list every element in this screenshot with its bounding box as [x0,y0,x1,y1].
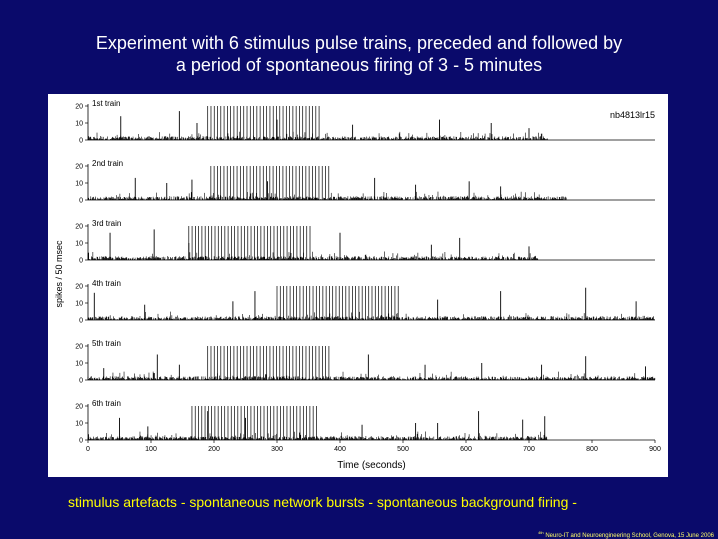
slide-title: Experiment with 6 stimulus pulse trains,… [0,32,718,76]
y-tick-label: 10 [75,181,83,188]
y-tick-label: 0 [79,258,83,265]
y-tick-label: 20 [75,224,83,231]
y-tick-label: 20 [75,104,83,111]
recording-id: nb4813lr15 [610,110,655,120]
y-tick-label: 0 [79,138,83,145]
y-tick-label: 20 [75,404,83,411]
background-firing-trace [87,371,656,380]
y-tick-label: 10 [75,121,83,128]
x-tick-label: 800 [586,446,598,453]
y-tick-label: 20 [75,164,83,171]
x-axis-label: Time (seconds) [337,460,406,471]
x-tick-label: 300 [271,446,283,453]
panel-label-2: 2nd train [92,159,123,168]
y-tick-label: 20 [75,344,83,351]
background-firing-trace [87,251,539,260]
stimulus-artefacts [188,226,311,260]
x-tick-label: 400 [334,446,346,453]
y-axis-label: spikes / 50 msec [54,240,64,308]
stimulus-artefacts [191,406,317,440]
y-tick-label: 10 [75,241,83,248]
x-tick-label: 200 [208,446,220,453]
x-tick-label: 900 [649,446,661,453]
y-tick-label: 0 [79,438,83,445]
stimulus-artefacts [210,166,330,200]
y-tick-label: 0 [79,318,83,325]
stimulus-artefacts [207,346,330,380]
footer-text: Neuro-IT and Neuroengineering School, Ge… [545,533,714,539]
stimulus-artefacts [207,106,320,140]
spike-rate-chart: 0 10 20 1st train 0 10 20 2nd train 0 10 20 3rd tra… [54,99,661,471]
background-firing-trace [87,191,567,200]
y-tick-label: 10 [75,301,83,308]
y-tick-label: 20 [75,284,83,291]
panel-label-6: 6th train [92,399,121,408]
x-tick-label: 700 [523,446,535,453]
y-tick-label: 0 [79,198,83,205]
panel-label-5: 5th train [92,339,121,348]
panel-label-4: 4th train [92,279,121,288]
y-tick-label: 0 [79,378,83,385]
x-tick-label: 100 [145,446,157,453]
raster-figure: 0 10 20 1st train 0 10 20 2nd train 0 10 20 3rd tra… [48,94,668,477]
panel-label-1: 1st train [92,99,120,108]
panel-label-3: 3rd train [92,219,121,228]
x-tick-label: 0 [86,446,90,453]
x-tick-label: 600 [460,446,472,453]
stimulus-artefacts [276,286,399,320]
footer-sup: 4th [538,530,544,535]
y-tick-label: 10 [75,361,83,368]
x-tick-label: 500 [397,446,409,453]
slide-title-line2: a period of spontaneous firing of 3 - 5 … [175,55,543,75]
slide-title-line1: Experiment with 6 stimulus pulse trains,… [95,33,623,53]
legend-caption: stimulus artefacts - spontaneous network… [68,494,577,510]
y-tick-label: 10 [75,421,83,428]
background-firing-trace [87,131,548,140]
background-firing-trace [87,311,656,320]
footer-credit: 4th Neuro-IT and Neuroengineering School… [538,530,714,539]
